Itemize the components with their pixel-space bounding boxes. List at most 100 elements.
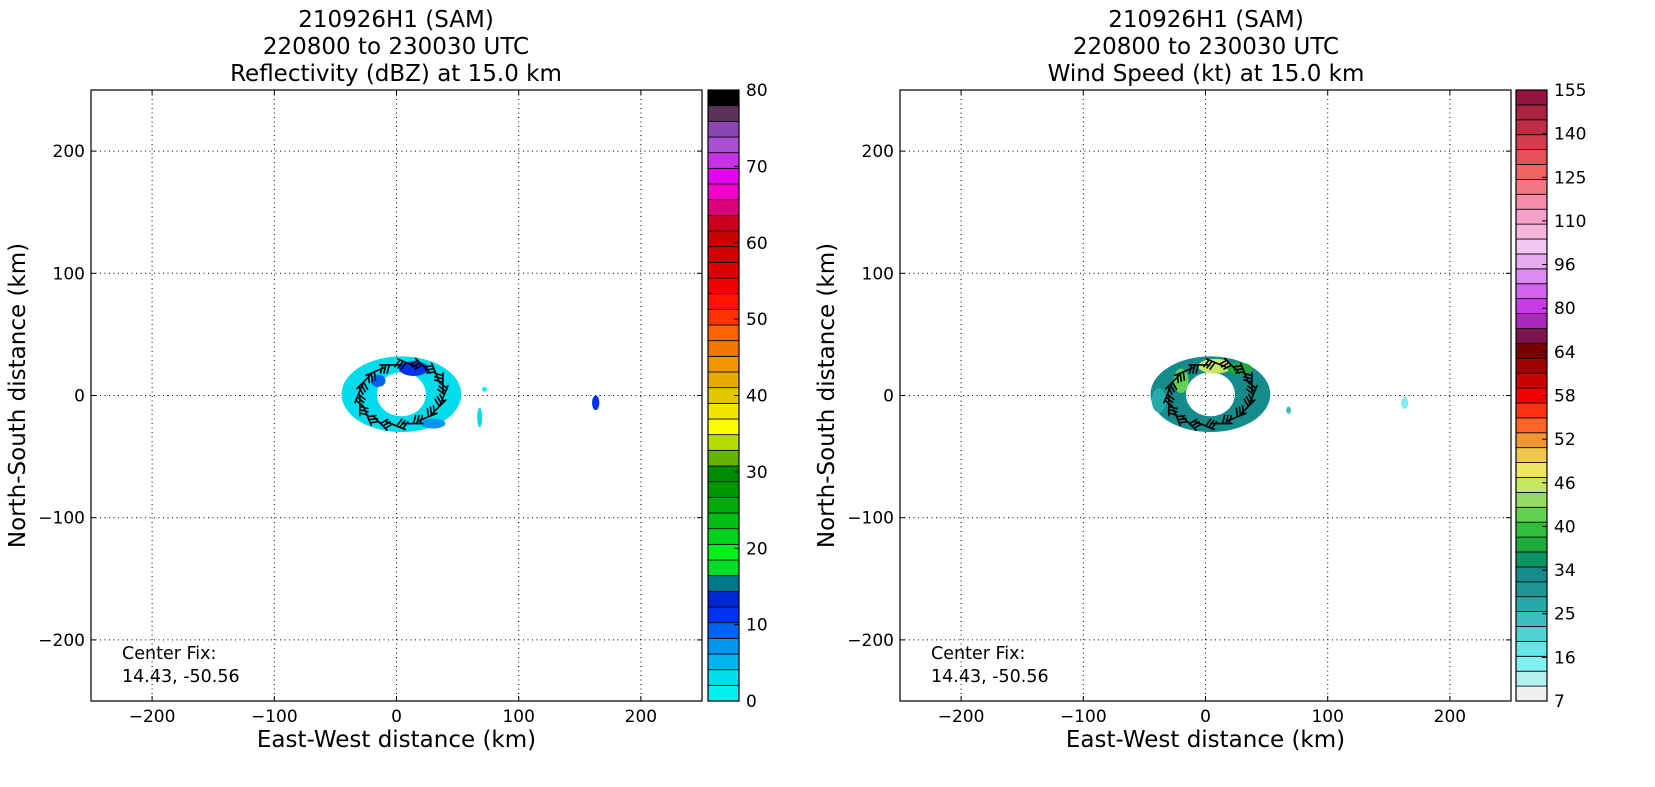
echo-blob bbox=[1151, 388, 1167, 413]
colorbar-segment bbox=[707, 402, 740, 420]
colorbar-segment bbox=[1515, 149, 1548, 165]
wind-barb bbox=[1188, 364, 1211, 374]
colorbar-segment bbox=[1515, 670, 1548, 687]
colorbar-segment bbox=[707, 136, 740, 154]
reflectivity-panel: 210926H1 (SAM)220800 to 230030 UTCReflec… bbox=[5, 7, 768, 753]
colorbar-segment bbox=[707, 261, 740, 279]
colorbar-tick-label: 125 bbox=[1554, 168, 1586, 188]
colorbar-segment bbox=[1515, 640, 1548, 657]
colorbar-tick-label: 52 bbox=[1554, 430, 1576, 450]
colorbar-segment bbox=[1515, 402, 1548, 419]
colorbar-tick-label: 40 bbox=[746, 387, 768, 407]
colorbar-segment bbox=[1515, 119, 1548, 136]
center-fix-annotation: Center Fix: bbox=[122, 644, 216, 664]
chart-title-line: Wind Speed (kt) at 15.0 km bbox=[1048, 61, 1365, 87]
x-tick-label: 100 bbox=[1311, 707, 1343, 727]
colorbar-segment bbox=[707, 590, 740, 608]
colorbar-segment bbox=[707, 89, 740, 107]
x-tick-label: −200 bbox=[129, 707, 176, 727]
y-tick-label: 0 bbox=[883, 387, 894, 407]
colorbar-segment bbox=[707, 214, 740, 232]
colorbar-segment bbox=[707, 324, 740, 342]
colorbar-segment bbox=[1515, 685, 1548, 702]
colorbar-tick-label: 30 bbox=[746, 463, 768, 483]
echo-blob bbox=[482, 386, 487, 392]
colorbar-tick-label: 140 bbox=[1554, 125, 1586, 145]
colorbar-tick-label: 155 bbox=[1554, 81, 1586, 101]
colorbar-tick-label: 60 bbox=[746, 234, 768, 254]
colorbar-tick-label: 50 bbox=[746, 310, 768, 330]
colorbar-segment bbox=[707, 246, 740, 263]
colorbar-tick-label: 0 bbox=[746, 692, 757, 712]
plot-area bbox=[900, 90, 1511, 701]
colorbar-segment bbox=[707, 653, 740, 671]
colorbar-segment bbox=[1515, 357, 1548, 374]
colorbar-segment bbox=[707, 293, 740, 310]
chart-title-line: Reflectivity (dBZ) at 15.0 km bbox=[230, 61, 562, 87]
colorbar-segment bbox=[1515, 134, 1548, 151]
center-fix-annotation: 14.43, -50.56 bbox=[122, 667, 240, 687]
colorbar-tick-label: 7 bbox=[1554, 692, 1565, 712]
colorbar-segment bbox=[1515, 268, 1548, 285]
colorbar-segment bbox=[707, 637, 740, 655]
colorbar-segment bbox=[1515, 655, 1548, 672]
colorbar-segment bbox=[1515, 223, 1548, 240]
colorbar-segment bbox=[1515, 491, 1548, 508]
colorbar-segment bbox=[707, 449, 740, 467]
center-fix-annotation: 14.43, -50.56 bbox=[931, 667, 1049, 687]
echo-blob bbox=[420, 418, 446, 429]
colorbar-segment bbox=[1515, 506, 1548, 523]
colorbar-segment bbox=[1515, 462, 1548, 478]
colorbar-segment bbox=[707, 308, 740, 326]
y-tick-label: 200 bbox=[53, 142, 85, 162]
colorbar-tick-label: 64 bbox=[1554, 343, 1576, 363]
wind-barb bbox=[353, 382, 366, 407]
chart-title-line: 210926H1 (SAM) bbox=[298, 7, 494, 33]
colorbar-segment bbox=[1515, 581, 1548, 598]
colorbar-segment bbox=[1515, 536, 1548, 553]
x-tick-label: −100 bbox=[251, 707, 298, 727]
grid bbox=[91, 90, 702, 701]
colorbar-segment bbox=[1515, 342, 1548, 359]
y-axis-label: North-South distance (km) bbox=[5, 243, 31, 548]
colorbar-tick-label: 70 bbox=[746, 157, 768, 177]
colorbar-segment bbox=[1515, 566, 1548, 583]
colorbar-segment bbox=[1515, 372, 1548, 389]
colorbar-segment bbox=[1515, 253, 1548, 270]
colorbar-segment bbox=[1515, 521, 1548, 538]
center-fix-annotation: Center Fix: bbox=[931, 644, 1025, 664]
colorbar-segment bbox=[707, 465, 740, 483]
colorbar-segment bbox=[1515, 328, 1548, 344]
y-axis-label: North-South distance (km) bbox=[814, 243, 840, 548]
echo-blob bbox=[592, 395, 600, 411]
colorbar-segment bbox=[707, 543, 740, 561]
data-field bbox=[1150, 356, 1409, 433]
y-tick-label: 200 bbox=[862, 142, 894, 162]
colorbar-segment bbox=[707, 183, 740, 201]
wind-barb bbox=[393, 358, 418, 371]
colorbar-segment bbox=[707, 355, 740, 373]
colorbar-segment bbox=[707, 340, 740, 357]
colorbar-segment bbox=[707, 512, 740, 530]
colorbar-segment bbox=[707, 371, 740, 389]
y-tick-label: −100 bbox=[38, 509, 85, 529]
colorbar-segment bbox=[707, 230, 740, 248]
colorbar-tick-label: 10 bbox=[746, 616, 768, 636]
data-field bbox=[341, 356, 600, 433]
colorbar-segment bbox=[707, 418, 740, 436]
colorbar-segment bbox=[707, 120, 740, 138]
colorbar-segment bbox=[707, 481, 740, 498]
x-tick-label: 200 bbox=[625, 707, 657, 727]
colorbar-segment bbox=[707, 606, 740, 624]
wind-barb bbox=[379, 364, 402, 374]
colorbar-tick-label: 80 bbox=[1554, 299, 1576, 319]
wind-barb bbox=[430, 393, 447, 416]
colorbar: 0 10 20 30 40 50 60 70 80 bbox=[707, 81, 768, 712]
x-tick-label: 0 bbox=[1200, 707, 1211, 727]
colorbar-segment bbox=[707, 167, 740, 185]
colorbar-segment bbox=[1515, 432, 1548, 449]
colorbar-tick-label: 20 bbox=[746, 539, 768, 559]
colorbar-segment bbox=[1515, 313, 1548, 329]
echo-blob bbox=[1286, 406, 1292, 414]
